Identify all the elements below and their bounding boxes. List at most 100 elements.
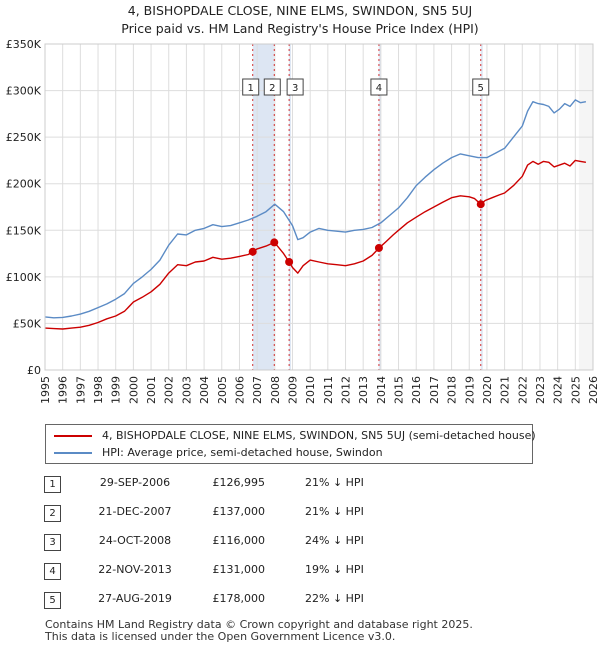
x-tick-label: 2011 [322, 376, 335, 404]
sale-number-badge: 1 [44, 476, 61, 493]
sale-date: 27-AUG-2019 [98, 592, 172, 605]
table-row: 2 21-DEC-2007 £137,000 21% ↓ HPI [0, 499, 600, 527]
sale-date: 22-NOV-2013 [98, 563, 172, 576]
sale-hpi-comparison: 21% ↓ HPI [305, 476, 364, 489]
x-tick-label: 2001 [145, 376, 158, 404]
sale-number-box [242, 78, 260, 96]
x-tick-label: 1998 [92, 376, 105, 404]
legend-label-hpi: HPI: Average price, semi-detached house,… [102, 446, 383, 459]
x-tick-label: 2015 [393, 376, 406, 404]
sale-hpi-comparison: 19% ↓ HPI [305, 563, 364, 576]
x-tick-label: 2003 [180, 376, 193, 404]
x-tick-label: 1996 [57, 376, 70, 404]
legend-swatch-hpi [54, 452, 92, 454]
forecast-band [578, 44, 593, 370]
sale-hpi-comparison: 21% ↓ HPI [305, 505, 364, 518]
sale-number-marker: 2 [263, 78, 281, 96]
y-tick-label: £150K [6, 224, 42, 237]
y-tick-label: £0 [27, 364, 41, 377]
chart-legend: 4, BISHOPDALE CLOSE, NINE ELMS, SWINDON,… [45, 424, 536, 464]
sale-number-label: 2 [269, 83, 275, 94]
x-tick-label: 2023 [534, 376, 547, 404]
sale-period-band [288, 44, 291, 370]
x-tick-label: 1995 [39, 376, 52, 404]
sale-number-marker: 3 [286, 78, 304, 96]
sale-period-band [252, 44, 274, 370]
sale-point [285, 257, 294, 266]
x-tick-label: 2004 [198, 376, 211, 404]
x-tick-label: 1997 [74, 376, 87, 404]
plot-area [45, 44, 593, 370]
sale-hpi-comparison: 22% ↓ HPI [305, 592, 364, 605]
x-tick-label: 2009 [286, 376, 299, 404]
sale-number-box [286, 78, 304, 96]
x-tick-label: 1999 [110, 376, 123, 404]
property-price-line [44, 159, 587, 330]
chart-subtitle: Price paid vs. HM Land Registry's House … [121, 21, 479, 36]
legend-swatch-property [54, 435, 92, 437]
x-tick-label: 2005 [216, 376, 229, 404]
x-tick-label: 2007 [251, 376, 264, 404]
sale-number-label: 4 [376, 83, 382, 94]
sale-date: 29-SEP-2006 [99, 476, 171, 489]
sale-number-box [370, 78, 388, 96]
sale-price: £131,000 [212, 563, 266, 576]
sale-number-badge: 4 [44, 563, 61, 580]
plot-frame [44, 43, 594, 371]
sale-number-badge: 2 [44, 505, 61, 522]
x-tick-label: 2008 [269, 376, 282, 404]
footer-copyright: Contains HM Land Registry data © Crown c… [45, 618, 473, 631]
y-tick-label: £50K [13, 317, 42, 330]
x-tick-label: 2016 [410, 376, 423, 404]
sale-price: £178,000 [212, 592, 266, 605]
sale-point [248, 247, 257, 256]
x-tick-label: 2017 [428, 376, 441, 404]
x-tick-label: 2002 [163, 376, 176, 404]
x-tick-label: 2000 [127, 376, 140, 404]
y-tick-label: £350K [6, 38, 42, 51]
sale-point [374, 243, 383, 252]
sale-number-marker: 1 [242, 78, 260, 96]
table-row: 3 24-OCT-2008 £116,000 24% ↓ HPI [0, 528, 600, 556]
sale-point [270, 238, 279, 247]
sale-number-marker: 4 [370, 78, 388, 96]
legend-label-property: 4, BISHOPDALE CLOSE, NINE ELMS, SWINDON,… [102, 429, 536, 442]
x-tick-label: 2013 [357, 376, 370, 404]
y-tick-label: £300K [6, 85, 42, 98]
table-row: 5 27-AUG-2019 £178,000 22% ↓ HPI [0, 586, 600, 614]
table-row: 1 29-SEP-2006 £126,995 21% ↓ HPI [0, 470, 600, 498]
sale-date: 21-DEC-2007 [98, 505, 172, 518]
sale-point [476, 200, 485, 209]
x-tick-label: 2006 [233, 376, 246, 404]
y-tick-label: £200K [6, 178, 42, 191]
x-tick-label: 2014 [375, 376, 388, 404]
sale-period-band [378, 44, 381, 370]
price-chart: £0 £50K £100K £150K £200K £250K £300K £350K 1995… [6, 38, 600, 404]
sale-number-label: 3 [292, 83, 298, 94]
x-tick-label: 2021 [499, 376, 512, 404]
sale-number-label: 5 [478, 83, 484, 94]
x-tick-label: 2025 [569, 376, 582, 404]
x-tick-label: 2024 [552, 376, 565, 404]
sale-price: £116,000 [212, 534, 266, 547]
x-tick-label: 2022 [516, 376, 529, 404]
sale-number-box [263, 78, 281, 96]
x-tick-label: 2026 [587, 376, 600, 404]
x-tick-label: 2020 [481, 376, 494, 404]
sale-price: £126,995 [212, 476, 266, 489]
table-row: 4 22-NOV-2013 £131,000 19% ↓ HPI [0, 557, 600, 585]
x-tick-label: 2019 [463, 376, 476, 404]
sale-number-box [472, 78, 490, 96]
x-tick-label: 2010 [304, 376, 317, 404]
x-tick-label: 2012 [340, 376, 353, 404]
sale-number-marker: 5 [472, 78, 490, 96]
sale-hpi-comparison: 24% ↓ HPI [305, 534, 364, 547]
hpi-line [44, 99, 587, 319]
y-tick-label: £250K [6, 131, 42, 144]
sale-price: £137,000 [212, 505, 266, 518]
sale-number-badge: 5 [44, 592, 61, 609]
sale-date: 24-OCT-2008 [98, 534, 172, 547]
sale-number-badge: 3 [44, 534, 61, 551]
footer-attribution: Contains HM Land Registry data © Crown c… [45, 619, 473, 643]
y-tick-label: £100K [6, 271, 42, 284]
